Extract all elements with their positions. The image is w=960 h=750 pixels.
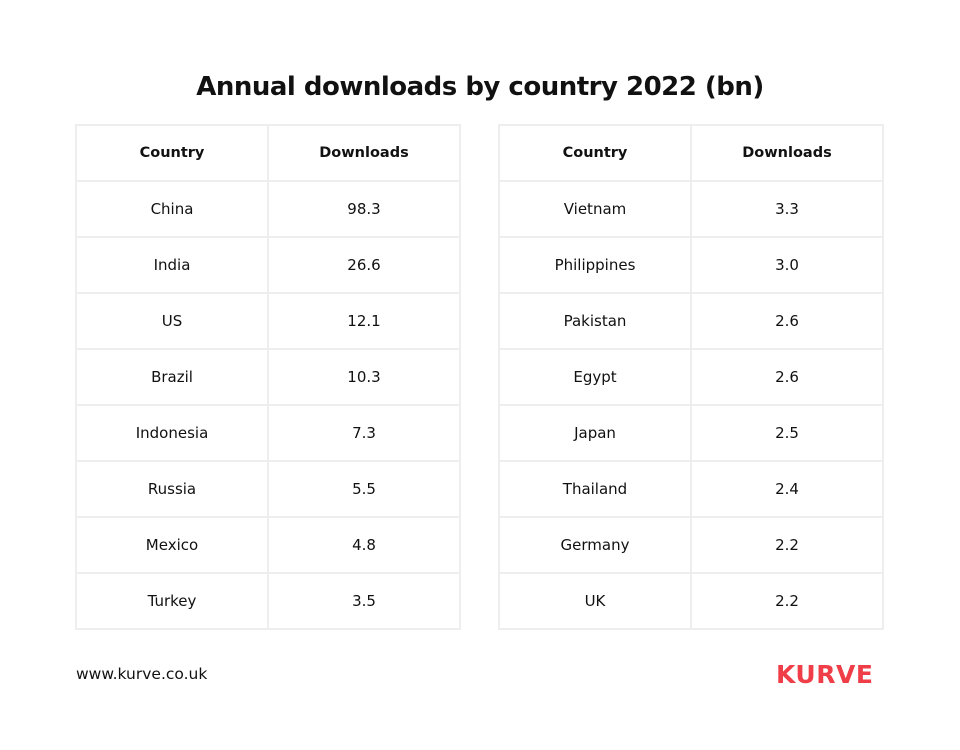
table-row: Germany 2.2 bbox=[498, 516, 884, 574]
country-cell: Thailand bbox=[498, 460, 692, 518]
downloads-cell: 2.6 bbox=[690, 348, 884, 406]
country-cell: China bbox=[75, 180, 269, 238]
downloads-cell: 5.5 bbox=[267, 460, 461, 518]
downloads-cell: 98.3 bbox=[267, 180, 461, 238]
page-title: Annual downloads by country 2022 (bn) bbox=[196, 72, 764, 102]
downloads-cell: 2.2 bbox=[690, 572, 884, 630]
country-cell: Mexico bbox=[75, 516, 269, 574]
downloads-cell: 2.5 bbox=[690, 404, 884, 462]
table-row: Turkey 3.5 bbox=[75, 572, 461, 630]
header-country: Country bbox=[498, 124, 692, 182]
downloads-cell: 4.8 bbox=[267, 516, 461, 574]
table-row: Vietnam 3.3 bbox=[498, 180, 884, 238]
downloads-cell: 26.6 bbox=[267, 236, 461, 294]
table-row: Japan 2.5 bbox=[498, 404, 884, 462]
downloads-table-right: Country Downloads Vietnam 3.3 Philippines 3… bbox=[498, 124, 884, 630]
table-row: China 98.3 bbox=[75, 180, 461, 238]
country-cell: Japan bbox=[498, 404, 692, 462]
country-cell: Brazil bbox=[75, 348, 269, 406]
downloads-cell: 10.3 bbox=[267, 348, 461, 406]
country-cell: Russia bbox=[75, 460, 269, 518]
country-cell: UK bbox=[498, 572, 692, 630]
downloads-cell: 12.1 bbox=[267, 292, 461, 350]
table-row: Mexico 4.8 bbox=[75, 516, 461, 574]
downloads-cell: 2.6 bbox=[690, 292, 884, 350]
country-cell: Pakistan bbox=[498, 292, 692, 350]
table-row: Egypt 2.6 bbox=[498, 348, 884, 406]
table-row: Philippines 3.0 bbox=[498, 236, 884, 294]
downloads-cell: 3.5 bbox=[267, 572, 461, 630]
table-row: India 26.6 bbox=[75, 236, 461, 294]
downloads-cell: 7.3 bbox=[267, 404, 461, 462]
downloads-cell: 3.0 bbox=[690, 236, 884, 294]
downloads-cell: 2.4 bbox=[690, 460, 884, 518]
downloads-cell: 2.2 bbox=[690, 516, 884, 574]
table-row: Brazil 10.3 bbox=[75, 348, 461, 406]
table-row: US 12.1 bbox=[75, 292, 461, 350]
country-cell: Egypt bbox=[498, 348, 692, 406]
header-country: Country bbox=[75, 124, 269, 182]
header-downloads: Downloads bbox=[690, 124, 884, 182]
country-cell: Germany bbox=[498, 516, 692, 574]
table-row: UK 2.2 bbox=[498, 572, 884, 630]
website-link[interactable]: www.kurve.co.uk bbox=[76, 665, 208, 683]
downloads-table-left: Country Downloads China 98.3 India 26.6 US 12… bbox=[75, 124, 461, 630]
country-cell: India bbox=[75, 236, 269, 294]
downloads-cell: 3.3 bbox=[690, 180, 884, 238]
table-row: Indonesia 7.3 bbox=[75, 404, 461, 462]
country-cell: Vietnam bbox=[498, 180, 692, 238]
table-row: Pakistan 2.6 bbox=[498, 292, 884, 350]
country-cell: Indonesia bbox=[75, 404, 269, 462]
kurve-logo: KURVE bbox=[776, 660, 874, 689]
country-cell: Philippines bbox=[498, 236, 692, 294]
table-row: Thailand 2.4 bbox=[498, 460, 884, 518]
country-cell: Turkey bbox=[75, 572, 269, 630]
country-cell: US bbox=[75, 292, 269, 350]
table-row: Russia 5.5 bbox=[75, 460, 461, 518]
header-downloads: Downloads bbox=[267, 124, 461, 182]
